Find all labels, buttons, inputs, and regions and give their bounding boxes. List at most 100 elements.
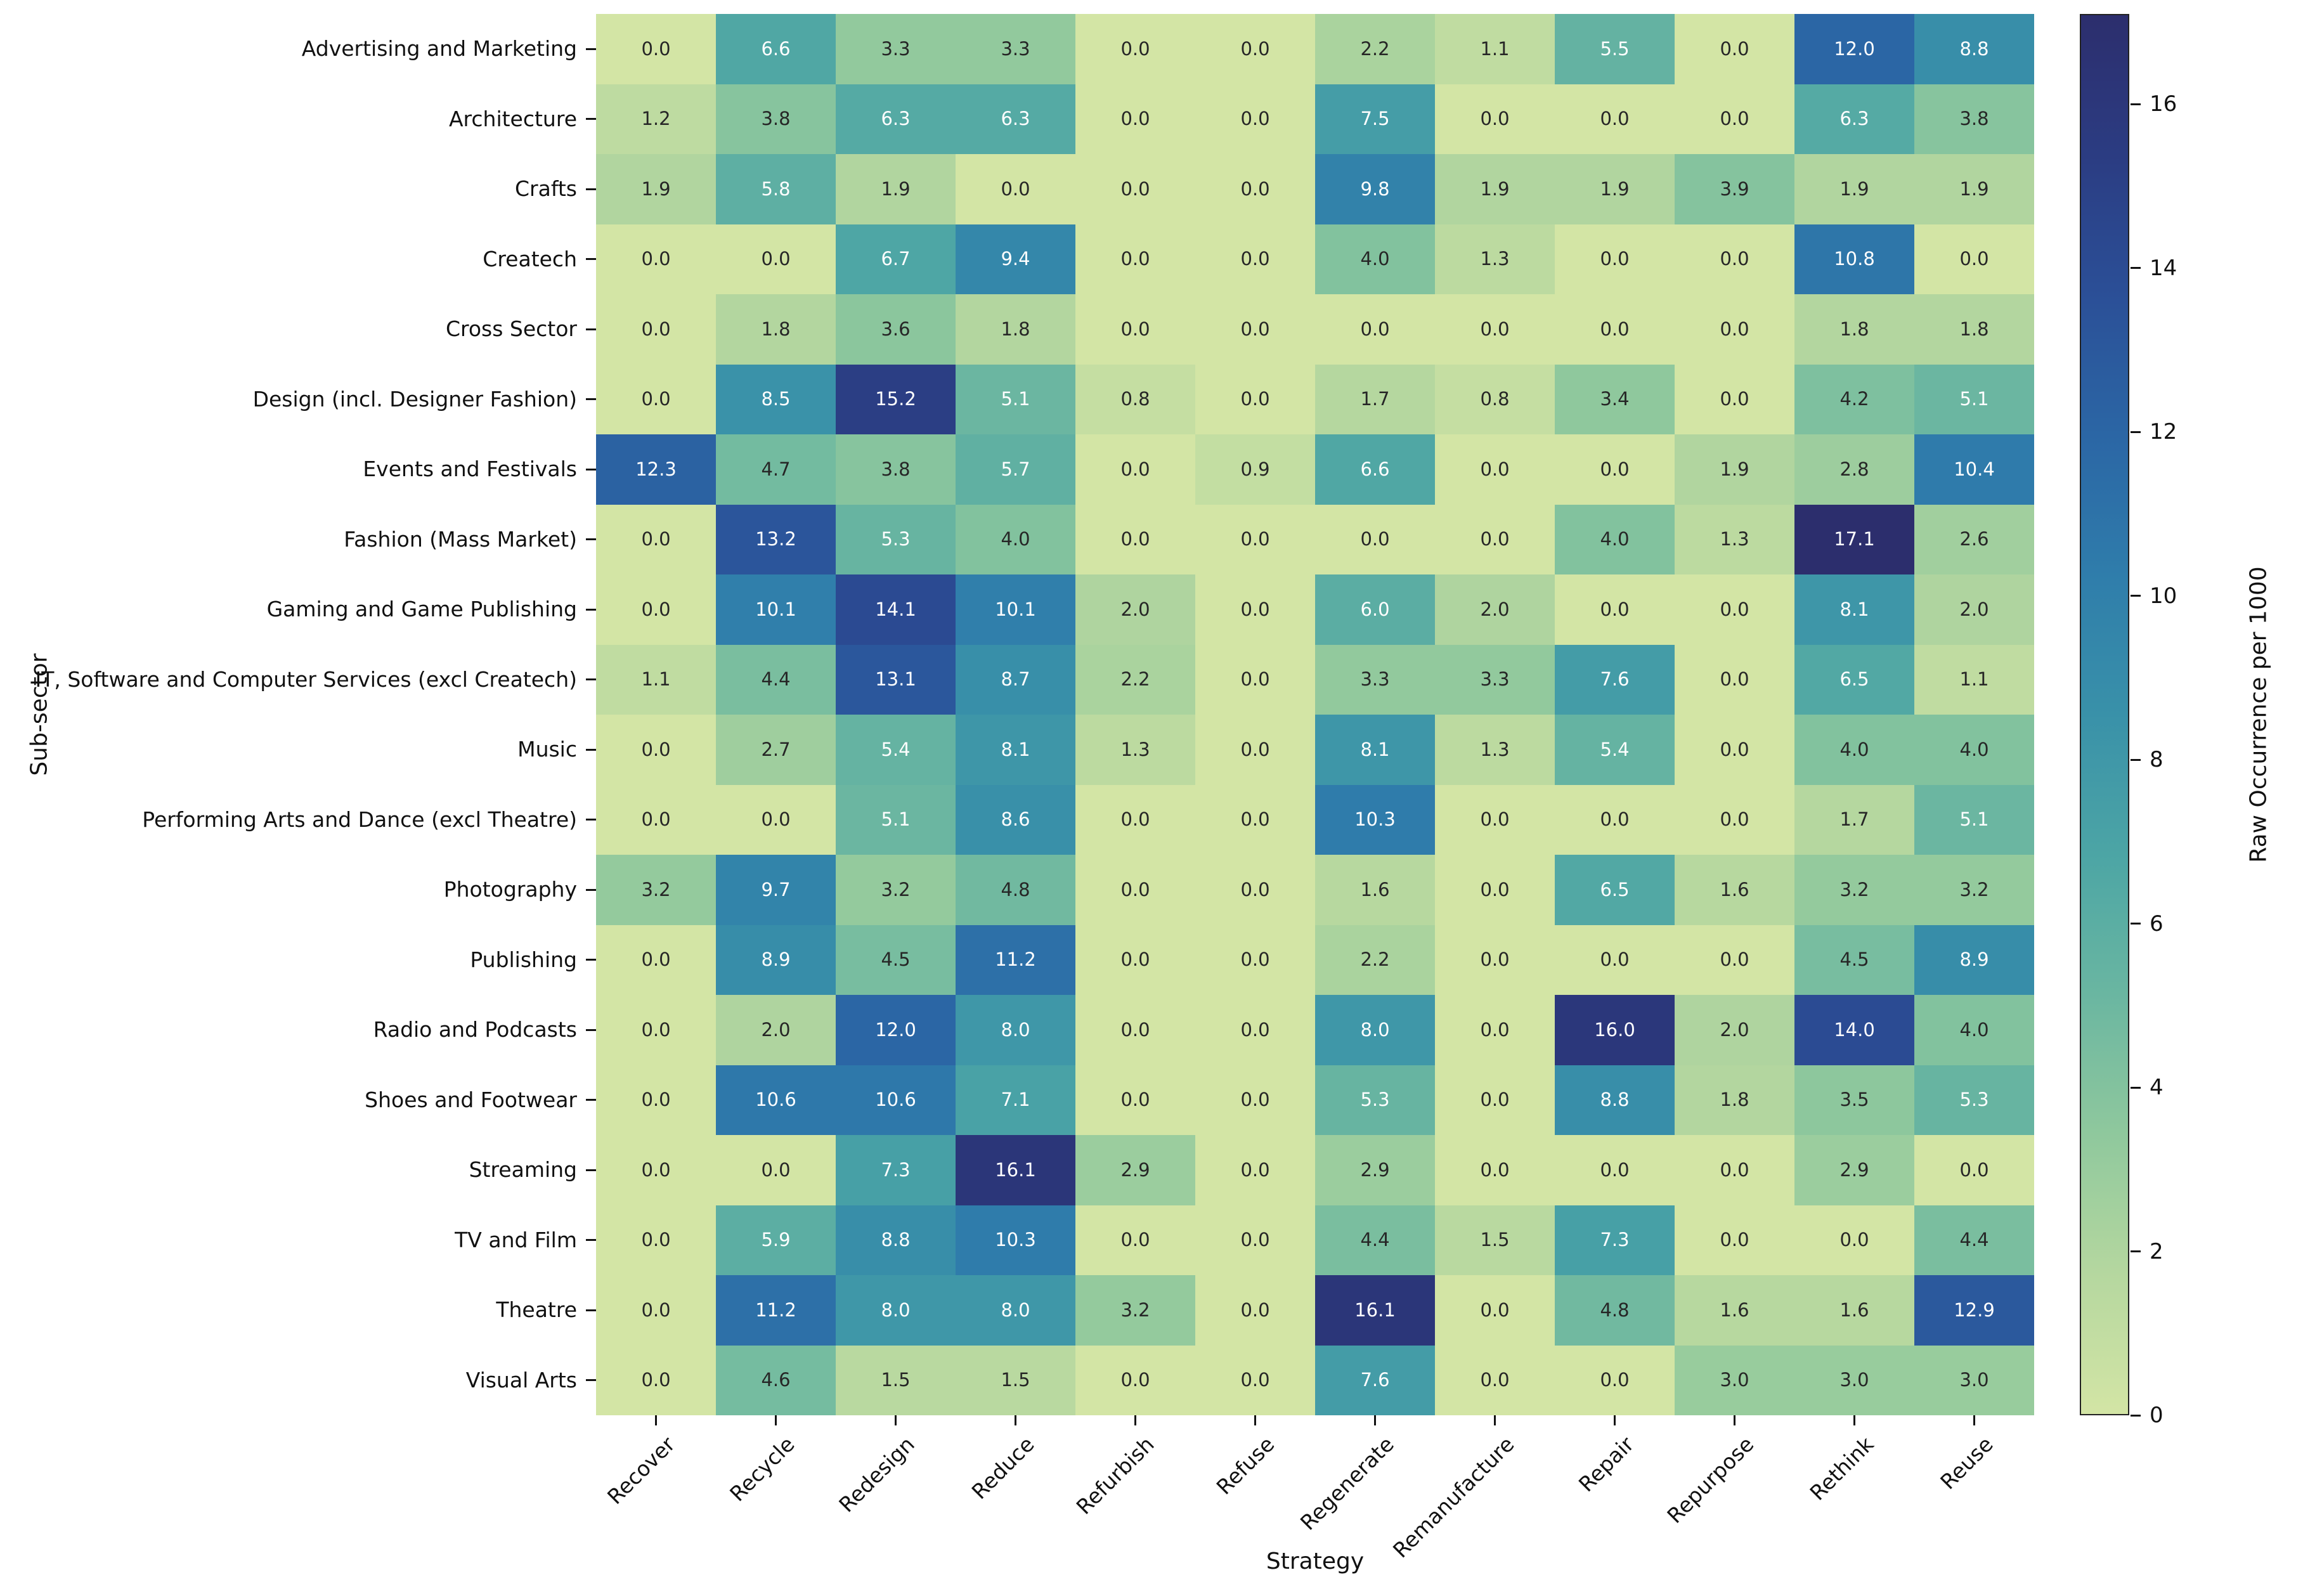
heatmap-cell: 0.0 [1675,925,1794,995]
cell-value: 4.2 [1839,388,1869,410]
heatmap-cell: 0.0 [1914,224,2034,294]
cell-value: 10.8 [1834,248,1875,270]
y-tick-mark [586,1239,596,1242]
colorbar-tick-mark [2131,923,2141,925]
heatmap-cell: 0.0 [1675,14,1794,84]
heatmap-cell: 3.2 [836,855,956,925]
cell-value: 5.1 [1001,388,1030,410]
cell-value: 8.9 [1959,949,1989,971]
heatmap-cell: 0.0 [596,715,716,785]
cell-value: 8.9 [761,949,791,971]
cell-value: 2.9 [1360,1158,1390,1181]
x-tick-mark [1614,1415,1616,1425]
heatmap-cell: 14.1 [836,574,956,645]
cell-value: 0.0 [1240,878,1270,900]
cell-value: 0.0 [1600,1369,1630,1391]
heatmap-cell: 7.3 [836,1135,956,1205]
colorbar-tick-mark [2131,103,2141,105]
cell-value: 5.8 [761,178,791,200]
cell-value: 1.5 [881,1369,911,1391]
heatmap-cell: 0.0 [596,294,716,365]
heatmap-cell: 0.0 [1435,855,1555,925]
cell-value: 0.0 [641,1018,671,1041]
heatmap-cell: 8.5 [716,364,836,434]
heatmap-cell: 2.8 [1794,434,1914,505]
cell-value: 11.2 [995,949,1036,971]
heatmap-cell: 1.9 [836,154,956,224]
cell-value: 10.1 [995,598,1036,620]
cell-value: 1.9 [1480,178,1510,200]
heatmap-cell: 0.0 [1195,14,1315,84]
y-tick-mark [586,959,596,961]
heatmap-cell: 0.0 [1675,715,1794,785]
cell-value: 5.4 [881,738,911,760]
heatmap-cell: 4.0 [1555,504,1675,574]
x-tick-label: Reduce [967,1432,1040,1504]
heatmap-cell: 1.1 [596,644,716,715]
heatmap-cell: 4.6 [716,1345,836,1415]
heatmap-cell: 0.0 [1075,995,1195,1065]
heatmap-cell: 3.3 [1315,644,1435,715]
cell-value: 1.9 [881,178,911,200]
heatmap-cell: 5.3 [1315,1065,1435,1135]
heatmap-cell: 0.0 [1794,1205,1914,1275]
heatmap-cell: 2.7 [716,715,836,785]
heatmap-cell: 0.0 [596,224,716,294]
heatmap-cell: 7.6 [1315,1345,1435,1415]
heatmap-cell: 0.0 [596,574,716,645]
cell-value: 6.5 [1600,878,1630,900]
heatmap-cell: 0.0 [1075,294,1195,365]
cell-value: 0.0 [1720,248,1749,270]
heatmap-cell: 1.1 [1914,644,2034,715]
heatmap-cell: 1.9 [1675,434,1794,505]
heatmap-cell: 0.0 [596,784,716,855]
heatmap-cell: 3.6 [836,294,956,365]
y-tick-mark [586,1379,596,1382]
cell-value: 7.6 [1600,668,1630,691]
colorbar-tick-label: 0 [2150,1403,2164,1428]
heatmap-cell: 0.0 [596,925,716,995]
cell-value: 8.0 [881,1299,911,1321]
heatmap-cell: 0.0 [1195,224,1315,294]
heatmap-cell: 9.8 [1315,154,1435,224]
heatmap-cell: 1.6 [1675,1275,1794,1346]
cell-value: 14.1 [875,598,916,620]
cell-value: 0.0 [1480,528,1510,550]
heatmap-cell: 8.0 [1315,995,1435,1065]
heatmap-cell: 1.5 [836,1345,956,1415]
cell-value: 0.0 [1240,37,1270,60]
heatmap-cell: 0.0 [1195,1135,1315,1205]
heatmap-cell: 1.6 [1794,1275,1914,1346]
heatmap-cell: 1.9 [1914,154,2034,224]
cell-value: 12.0 [875,1018,916,1041]
cell-value: 0.0 [1480,949,1510,971]
cell-value: 1.3 [1480,738,1510,760]
y-tick-label: Architecture [448,106,577,131]
cell-value: 4.6 [761,1369,791,1391]
cell-value: 0.0 [1240,1299,1270,1321]
cell-value: 0.0 [1120,108,1150,130]
cell-value: 3.2 [1839,878,1869,900]
cell-value: 1.8 [761,318,791,340]
heatmap-cell: 0.0 [1075,14,1195,84]
heatmap-plot: 0.0 6.6 3.3 3.3 0.0 0.0 2.2 1.1 5.5 0.0 12.0 8.8 1.2… [596,14,2034,1415]
cell-value: 4.8 [1001,878,1030,900]
cell-value: 5.9 [761,1229,791,1251]
heatmap-cell: 0.0 [1435,84,1555,154]
heatmap-cell: 13.2 [716,504,836,574]
y-tick-mark [586,1028,596,1031]
cell-value: 1.9 [1600,178,1630,200]
y-tick-mark [586,888,596,891]
cell-value: 10.6 [755,1089,796,1111]
heatmap-cell: 0.0 [1555,1135,1675,1205]
cell-value: 0.0 [1240,1089,1270,1111]
cell-value: 0.0 [1480,318,1510,340]
y-tick-label: Performing Arts and Dance (excl Theatre) [142,807,577,832]
cell-value: 0.0 [1600,808,1630,831]
colorbar-tick-label: 14 [2150,255,2177,281]
cell-value: 2.7 [761,738,791,760]
heatmap-cell: 0.0 [596,364,716,434]
heatmap-cell: 0.0 [1075,154,1195,224]
cell-value: 2.2 [1360,949,1390,971]
cell-value: 1.1 [1959,668,1989,691]
